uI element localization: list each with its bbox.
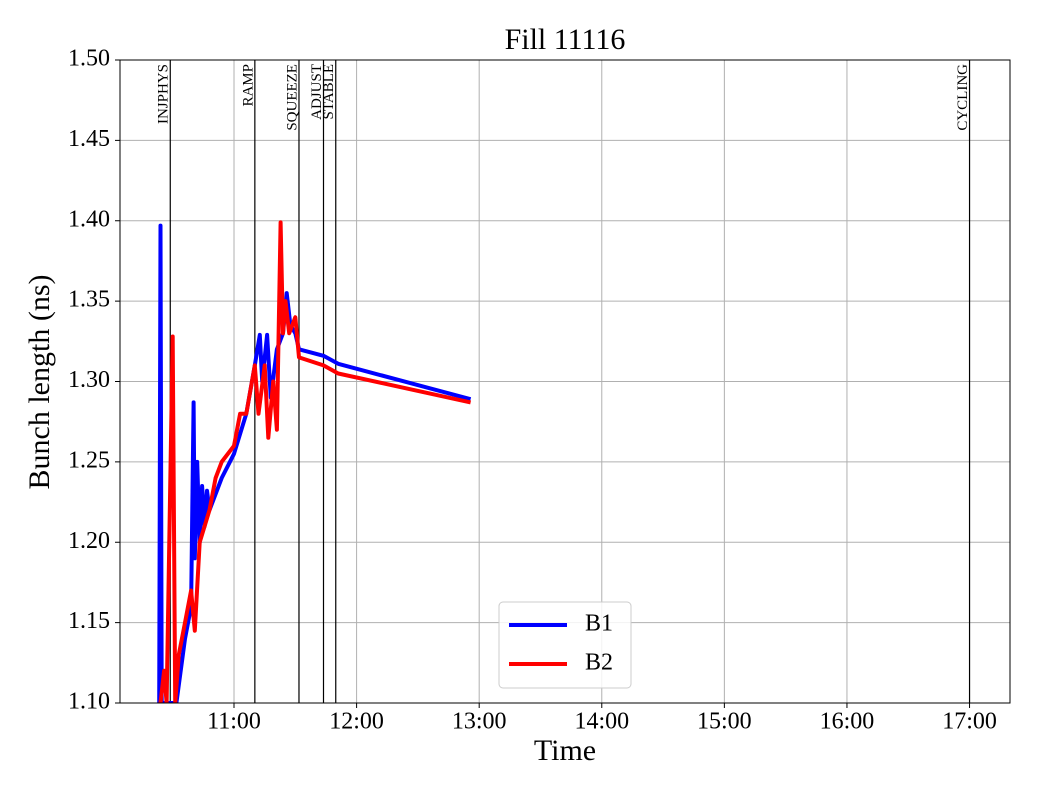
y-tick-label: 1.50 <box>68 46 110 72</box>
legend-label: B1 <box>585 611 613 637</box>
plot-frame <box>119 59 1011 704</box>
x-tick-label: 11:00 <box>207 709 261 735</box>
data-line <box>158 220 472 703</box>
y-tick-label: 1.10 <box>68 689 110 715</box>
y-axis-label: Bunch length (ns) <box>23 275 56 490</box>
event-label: SQUEEZE <box>284 64 300 131</box>
y-tick-label: 1.25 <box>68 447 110 473</box>
x-axis-label: Time <box>534 734 596 767</box>
x-tick-label: 17:00 <box>942 709 997 735</box>
event-label: CYCLING <box>955 64 971 131</box>
event-label: INJPHYS <box>156 64 172 124</box>
y-tick-label: 1.20 <box>68 528 110 554</box>
y-tick-label: 1.15 <box>68 608 110 634</box>
event-label: RAMP <box>240 64 256 107</box>
x-tick-label: 14:00 <box>574 709 629 735</box>
x-tick-label: 13:00 <box>452 709 507 735</box>
y-tick-label: 1.30 <box>68 367 110 393</box>
y-tick-label: 1.35 <box>68 287 110 313</box>
y-tick-label: 1.45 <box>68 126 110 152</box>
chart-title: Fill 11116 <box>505 23 626 56</box>
x-tick-label: 16:00 <box>820 709 875 735</box>
event-label: ADJUST <box>309 64 325 120</box>
x-tick-label: 15:00 <box>697 709 752 735</box>
x-tick-label: 12:00 <box>329 709 384 735</box>
y-tick-label: 1.40 <box>68 206 110 232</box>
legend-label: B2 <box>585 650 613 676</box>
event-label: STABLE <box>321 64 337 119</box>
